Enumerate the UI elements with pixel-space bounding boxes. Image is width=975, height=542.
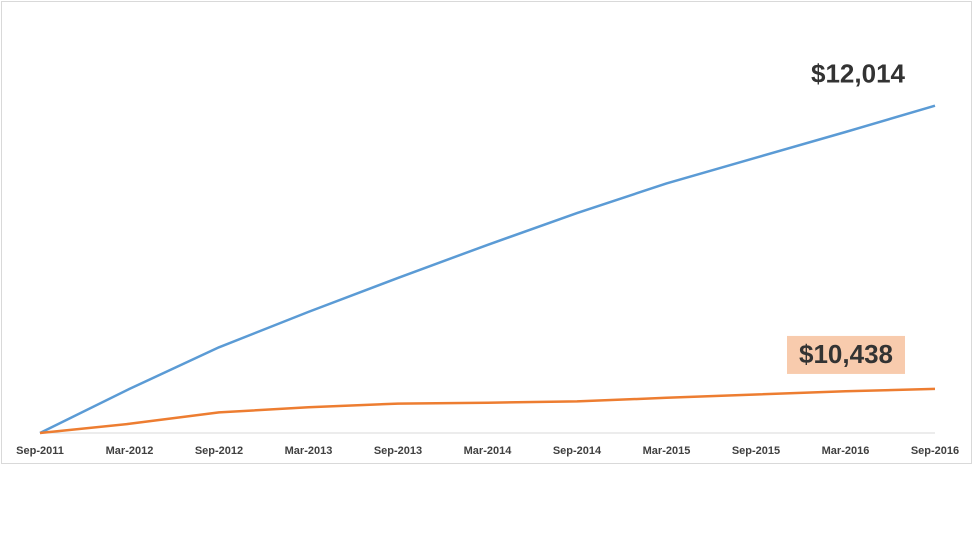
x-tick-label: Sep-2014 [553, 445, 602, 457]
end-label-highlight [787, 335, 905, 374]
series-end-label-1: $12,014 [811, 59, 906, 89]
x-tick-label: Mar-2012 [106, 445, 154, 457]
x-tick-label: Sep-2012 [195, 445, 243, 457]
x-tick-label: Mar-2016 [822, 445, 870, 457]
end-label-text: $12,014 [811, 59, 906, 89]
x-tick-label: Mar-2013 [285, 445, 333, 457]
end-label-text: $10,438 [799, 339, 893, 369]
x-tick-label: Sep-2011 [16, 445, 64, 457]
chart-frame [1, 1, 972, 464]
series-layer [39, 104, 936, 435]
x-tick-label: Mar-2014 [464, 445, 513, 457]
series-end-label-2: $10,438 [787, 335, 905, 374]
series-line-2 [39, 387, 936, 435]
end-labels: $12,014 $10,438 [787, 59, 906, 374]
series-line-1 [39, 104, 936, 435]
x-tick-label: Sep-2013 [374, 445, 422, 457]
x-tick-label: Sep-2015 [732, 445, 780, 457]
x-axis-ticks: Sep-2011 Mar-2012 Sep-2012 Mar-2013 Sep-2013… [16, 445, 959, 457]
x-tick-label: Sep-2016 [911, 445, 959, 457]
x-tick-label: Mar-2015 [643, 445, 691, 457]
